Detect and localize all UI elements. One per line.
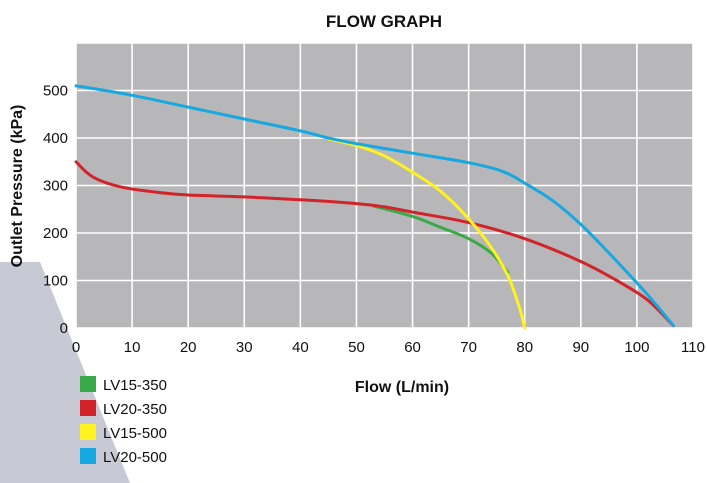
y-axis-label: Outlet Pressure (kPa) xyxy=(9,105,26,268)
y-tick-label-1: 100 xyxy=(43,273,68,290)
x-axis-label: Flow (L/min) xyxy=(355,379,449,396)
x-tick-label-9: 90 xyxy=(572,339,589,356)
y-tick-label-4: 400 xyxy=(43,130,68,147)
x-tick-label-5: 50 xyxy=(348,339,365,356)
x-tick-label-10: 100 xyxy=(624,339,649,356)
y-tick-label-3: 300 xyxy=(43,178,68,195)
grid-lines xyxy=(75,42,694,329)
y-tick-labels: 0 100 200 300 400 500 xyxy=(43,83,68,338)
legend: LV15-350 LV20-350 LV15-500 LV20-500 xyxy=(80,376,167,466)
y-tick-label-0: 0 xyxy=(60,320,68,337)
legend-label-1: LV20-350 xyxy=(103,401,167,418)
legend-label-2: LV15-500 xyxy=(103,425,167,442)
series-line-3 xyxy=(74,84,675,328)
y-tick-label-5: 500 xyxy=(43,83,68,100)
x-tick-label-1: 10 xyxy=(124,339,141,356)
y-tick-label-2: 200 xyxy=(43,225,68,242)
x-tick-label-0: 0 xyxy=(72,339,80,356)
legend-swatch-2 xyxy=(80,424,96,440)
series-line-2 xyxy=(326,137,527,330)
legend-swatch-1 xyxy=(80,400,96,416)
chart-title: FLOW GRAPH xyxy=(326,12,442,31)
x-tick-label-4: 40 xyxy=(292,339,309,356)
x-tick-label-3: 30 xyxy=(236,339,253,356)
legend-swatch-0 xyxy=(80,376,96,392)
x-tick-label-2: 20 xyxy=(180,339,197,356)
legend-swatch-3 xyxy=(80,448,96,464)
x-tick-label-11: 110 xyxy=(681,339,705,356)
series-lines xyxy=(74,84,675,330)
series-line-1 xyxy=(74,160,675,328)
x-tick-label-8: 80 xyxy=(516,339,533,356)
x-tick-label-7: 70 xyxy=(460,339,477,356)
legend-label-3: LV20-500 xyxy=(103,449,167,466)
series-line-0 xyxy=(371,204,510,274)
x-tick-labels: 0 10 20 30 40 50 60 70 80 90 100 110 xyxy=(72,339,705,356)
x-tick-label-6: 60 xyxy=(404,339,421,356)
legend-label-0: LV15-350 xyxy=(103,377,167,394)
decorative-gray-wedge xyxy=(0,262,130,483)
